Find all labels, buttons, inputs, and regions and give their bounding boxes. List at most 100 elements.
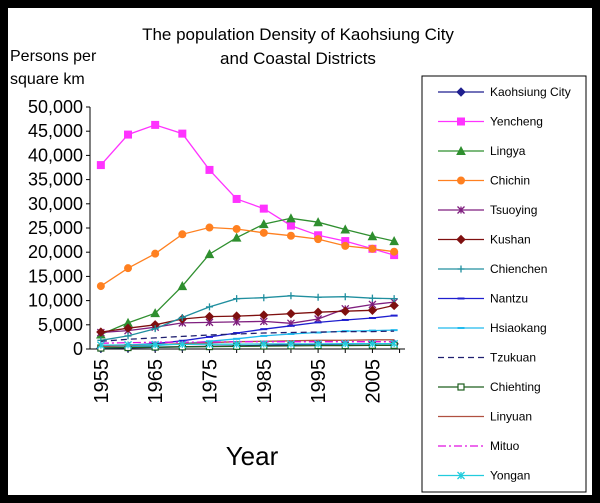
series-line-chienchen	[100, 295, 395, 341]
data-point-chienchen	[287, 292, 295, 300]
series-line-yencheng	[100, 124, 395, 256]
data-point-yongan	[178, 340, 187, 349]
legend-label: Linyuan	[490, 410, 532, 424]
legend-label: Chichin	[490, 174, 530, 188]
legend-swatch-marker	[457, 206, 465, 214]
data-point-yongan	[341, 339, 350, 348]
legend-label: Kaohsiung City	[490, 85, 571, 99]
data-point-kushan	[286, 308, 296, 319]
data-point-kushan	[231, 311, 242, 321]
data-point-chichin	[286, 231, 295, 240]
data-point-yencheng	[178, 129, 187, 138]
data-point-lingya	[177, 281, 188, 291]
legend-entry-yencheng: Yencheng	[438, 115, 543, 129]
axes: 0 5,000 10,000 15,000 20,000 25,000 30,000 35,0…	[28, 97, 405, 404]
data-point-yongan	[368, 339, 377, 348]
y-tick-label: 35,000	[28, 170, 83, 190]
data-point-lingya	[258, 219, 269, 229]
data-point-chichin	[178, 230, 187, 239]
series-line-nantzu	[100, 314, 395, 348]
series-line-mituo	[100, 341, 395, 344]
legend-entry-nantzu: Nantzu	[438, 292, 528, 306]
legend-swatch-marker	[457, 383, 465, 391]
data-point-yongan	[151, 340, 160, 349]
data-point-chichin	[368, 244, 377, 253]
legend-entry-tzukuan: Tzukuan	[438, 351, 536, 365]
data-point-lingya	[150, 308, 161, 318]
data-point-chichin	[232, 224, 241, 233]
legend-swatch-marker	[456, 145, 466, 155]
series-chichin	[96, 223, 399, 291]
data-point-yongan	[286, 339, 295, 348]
data-point-chienchen	[205, 303, 213, 311]
y-tick-label: 10,000	[28, 291, 83, 311]
data-point-chichin	[314, 235, 323, 244]
data-point-lingya	[389, 236, 399, 246]
legend-entry-linyuan: Linyuan	[438, 410, 532, 424]
series-yencheng	[96, 120, 399, 260]
data-point-kushan	[96, 327, 106, 337]
series-line-chichin	[100, 226, 395, 287]
y-tick-label: 20,000	[28, 242, 83, 262]
y-tick-label: 45,000	[28, 121, 83, 141]
legend-swatch-marker	[457, 471, 465, 480]
x-tick-label: 1995	[308, 359, 330, 404]
x-tick-label: 1975	[199, 359, 221, 404]
data-point-yongan	[259, 339, 268, 348]
legend-label: Kushan	[490, 233, 531, 247]
data-point-chienchen	[260, 294, 268, 302]
data-point-yencheng	[259, 204, 268, 213]
legend-entry-mituo: Mituo	[438, 439, 520, 453]
series-layer	[96, 120, 399, 353]
data-point-chienchen	[368, 294, 376, 302]
data-point-kushan	[367, 305, 378, 315]
legend-label: Tzukuan	[490, 351, 536, 365]
series-line-yongan	[100, 343, 395, 346]
data-point-chienchen	[390, 295, 398, 303]
data-point-lingya	[286, 213, 296, 223]
legend-entry-lingya: Lingya	[438, 144, 526, 158]
data-point-yencheng	[232, 194, 241, 203]
data-point-kushan	[259, 310, 269, 320]
series-yongan	[96, 339, 399, 350]
data-point-kushan	[389, 300, 399, 311]
data-point-chichin	[390, 247, 399, 256]
x-axis-label: Year	[226, 441, 279, 471]
data-point-yongan	[314, 339, 323, 348]
data-point-kushan	[204, 311, 215, 322]
series-line-kushan	[100, 304, 395, 333]
data-point-yencheng	[151, 120, 160, 129]
data-point-yencheng	[205, 165, 214, 174]
x-tick-label: 1985	[254, 359, 276, 404]
data-point-chichin	[259, 228, 268, 237]
legend-entry-hsiaokang: Hsiaokang	[438, 321, 547, 335]
y-tick-label: 25,000	[28, 218, 83, 238]
data-point-kushan	[340, 306, 350, 316]
legend-label: Yencheng	[490, 115, 543, 129]
data-point-yongan	[124, 340, 132, 349]
y-tick-label: 30,000	[28, 194, 83, 214]
data-point-chienchen	[124, 332, 132, 340]
legend-label: Chiehting	[490, 380, 541, 394]
data-point-yencheng	[124, 130, 133, 139]
data-point-chienchen	[314, 293, 322, 301]
legend-box	[421, 75, 587, 493]
series-line-chiehting	[100, 344, 395, 349]
data-point-yencheng	[96, 161, 105, 170]
legend-swatch-marker	[457, 176, 465, 185]
data-point-chichin	[341, 241, 350, 250]
legend-entry-kushan: Kushan	[438, 233, 531, 247]
legend-label: Mituo	[490, 439, 520, 453]
x-tick-label: 1965	[145, 359, 167, 404]
data-point-yongan	[390, 339, 399, 348]
legend-label: Tsuoying	[490, 203, 537, 217]
data-point-chienchen	[178, 314, 186, 322]
data-point-chienchen	[341, 293, 349, 301]
data-point-chienchen	[233, 295, 241, 303]
data-point-yongan	[96, 341, 105, 350]
data-point-lingya	[204, 249, 215, 259]
series-line-tsuoying	[100, 301, 395, 334]
series-kushan	[96, 300, 399, 337]
y-tick-label: 40,000	[28, 145, 83, 165]
